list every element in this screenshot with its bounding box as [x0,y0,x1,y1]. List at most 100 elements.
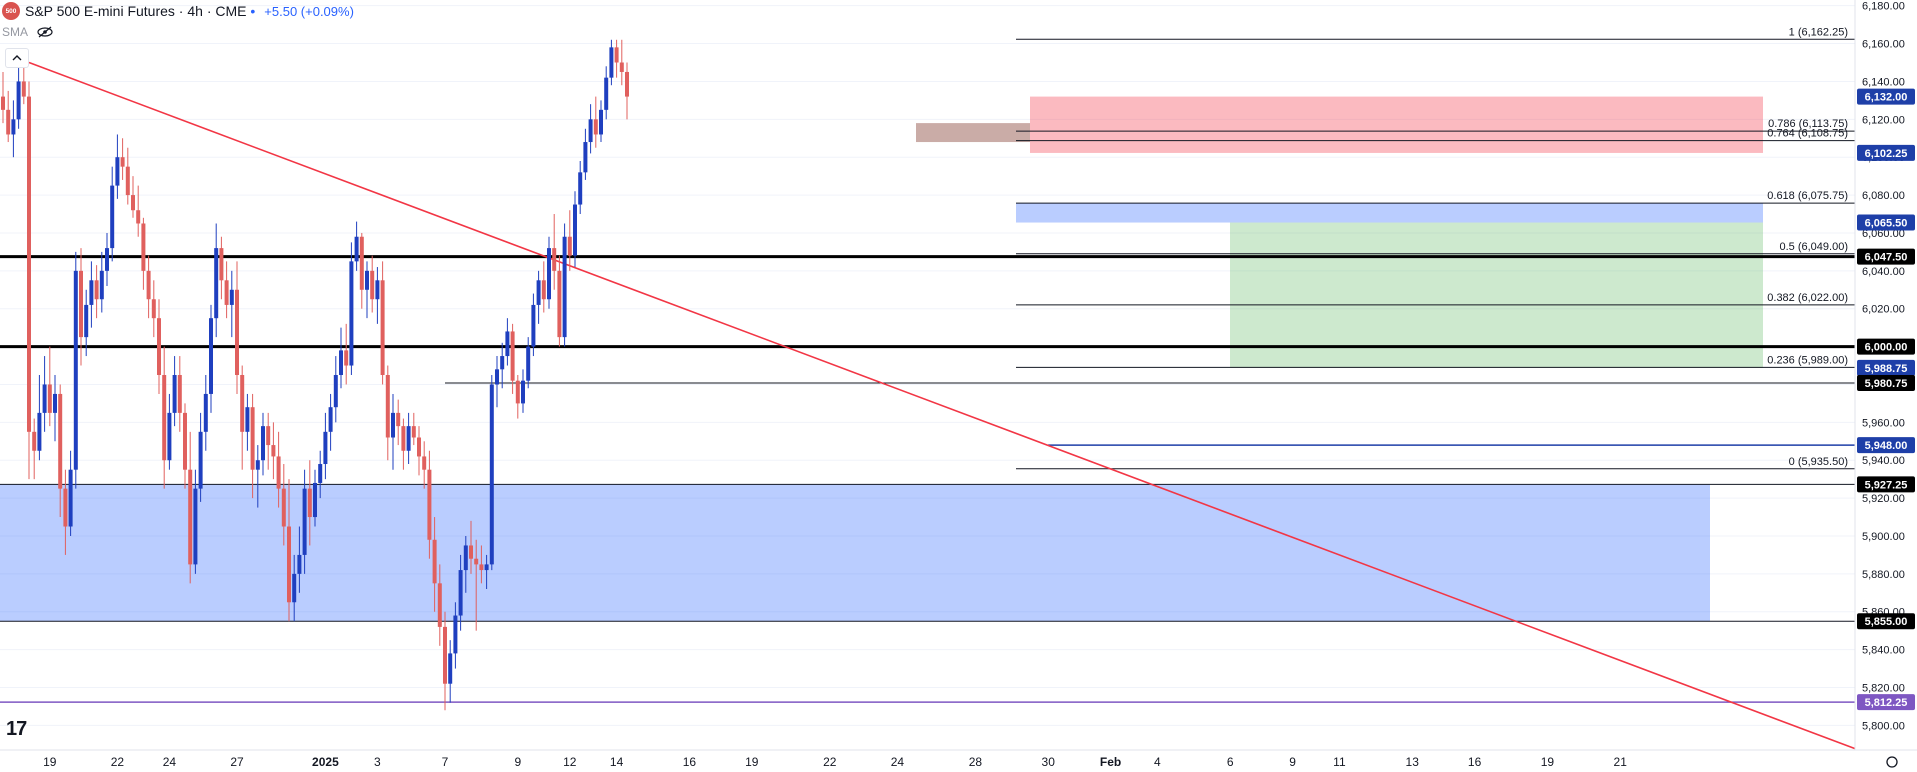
candle-body [625,71,629,97]
x-tick-label: 14 [610,755,624,769]
candle-body [604,77,609,110]
candle-body [339,350,343,375]
candle-body [479,564,484,571]
y-tick-label: 6,120.00 [1862,114,1905,126]
candle-body [53,393,57,413]
candle-body [474,558,479,565]
price-tag [1857,248,1915,265]
y-tick-label: 6,060.00 [1862,228,1905,240]
candle-body [73,270,78,470]
price-tag [1857,375,1915,392]
candle-body [271,445,276,457]
candle-body [89,280,94,305]
eye-hidden-icon[interactable] [36,26,54,38]
price-tag-label: 5,812.25 [1865,697,1908,709]
time-axis [0,750,1855,772]
settings-gear-icon[interactable] [1886,756,1898,768]
candle-body [432,539,437,584]
y-tick-label: 6,140.00 [1862,76,1905,88]
x-tick-label: 12 [563,755,577,769]
candle-body [42,384,47,413]
candle-body [588,119,593,143]
candle-body [307,488,312,518]
candle-body [47,384,52,413]
candle-body [229,289,234,305]
candle-body [183,412,187,470]
candle-body [287,526,291,603]
candle-body [79,270,83,338]
collapse-legend-button[interactable] [5,48,29,68]
x-tick-label: 19 [1541,755,1555,769]
candle-body [245,407,250,432]
price-tag [1857,694,1915,711]
price-tag [1857,338,1915,355]
candle-body [619,62,624,72]
price-tag [1857,437,1915,454]
x-tick-label: 24 [163,755,177,769]
fib-label: 1 (6,162.25) [1789,26,1848,38]
candle-body [32,431,37,451]
x-tick-label: 19 [43,755,57,769]
x-tick-label: 22 [823,755,837,769]
fib-label: 0 (5,935.50) [1789,456,1848,468]
x-tick-label: 9 [1289,755,1296,769]
candle-body [562,236,567,338]
candle-body [68,469,73,527]
y-tick-label: 5,920.00 [1862,493,1905,505]
y-tick-label: 5,960.00 [1862,417,1905,429]
x-tick-label: 13 [1406,755,1420,769]
candle-body [255,460,260,470]
fib-label: 0.382 (6,022.00) [1767,292,1848,304]
candle-body [193,488,198,565]
candle-body [219,248,224,281]
candle-body [541,280,546,300]
price-tag [1857,613,1915,630]
candle-body [552,248,557,271]
candle-body [115,157,120,186]
price-tag [1857,214,1915,231]
indicator-row[interactable]: SMA [2,25,54,39]
price-tag [1857,144,1915,161]
price-tag-label: 5,948.00 [1865,440,1908,452]
price-tag-label: 6,132.00 [1865,92,1908,104]
x-tick-label: 28 [969,755,983,769]
price-tag-label: 6,102.25 [1865,148,1908,160]
candle-body [500,356,505,370]
fib-label: 0.764 (6,108.75) [1767,128,1848,140]
candle-body [323,431,328,465]
symbol-title[interactable]: S&P 500 E-mini Futures · 4h · CME [25,3,247,19]
candle-body [281,488,286,527]
y-tick-label: 6,160.00 [1862,39,1905,51]
candle-body [463,545,468,571]
candle-body [266,426,271,446]
candle-body [547,248,551,300]
price-tag-label: 5,927.25 [1865,479,1908,491]
candle-body [224,280,229,305]
candle-body [593,119,598,135]
candle-body [614,47,619,63]
candle-body [370,270,375,300]
candle-body [131,195,135,211]
fib-label: 0.618 (6,075.75) [1767,190,1848,202]
candle-body [209,318,213,394]
candle-body [583,142,588,173]
price-tag-label: 6,065.50 [1865,218,1908,230]
candle-body [531,304,536,347]
candle-body [136,210,141,224]
candle-body [521,380,525,404]
price-tag-label: 6,000.00 [1865,342,1908,354]
symbol-logo: 500 [2,2,20,20]
x-tick-label: 21 [1614,755,1628,769]
candle-body [27,96,31,432]
candle-body [427,469,432,540]
price-tag-label: 5,980.75 [1865,378,1908,390]
zone-resistance [1030,96,1763,153]
candle-body [94,280,99,300]
candle-body [141,223,146,271]
x-tick-label: 7 [442,755,449,769]
candle-body [375,280,380,300]
zone-fib-band [1016,203,1763,223]
x-tick-label: 24 [891,755,905,769]
chart-legend: 500 S&P 500 E-mini Futures · 4h · CME • … [2,1,354,21]
